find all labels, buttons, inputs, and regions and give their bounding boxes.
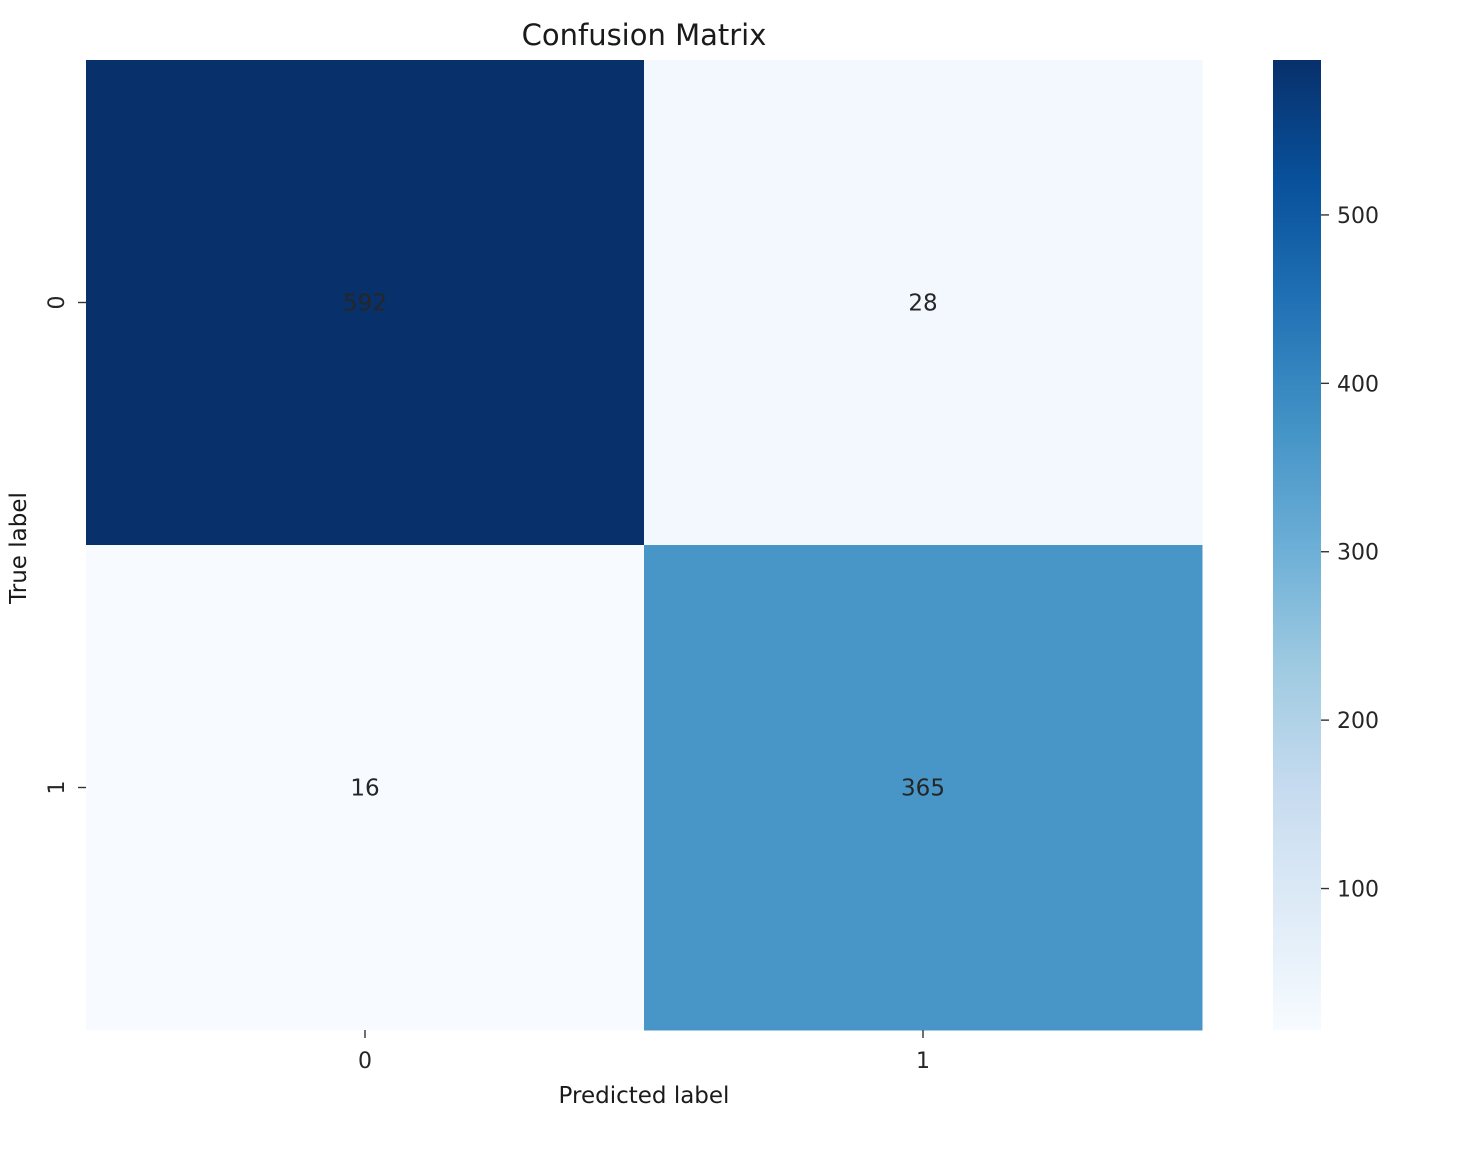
y-axis-label: True label (6, 492, 32, 605)
cell-value-label: 28 (908, 291, 937, 317)
x-tick-label: 1 (916, 1049, 930, 1074)
heatmap-cell (86, 545, 645, 1031)
heatmap-cell (644, 60, 1203, 546)
colorbar-tick-label: 500 (1337, 204, 1379, 229)
colorbar-gradient (1273, 60, 1321, 1030)
colorbar: 100 200 300 400 500 (1273, 60, 1379, 1030)
x-axis-label: Predicted label (559, 1083, 730, 1109)
cell-value-label: 16 (350, 776, 379, 802)
colorbar-tick-label: 200 (1337, 709, 1379, 734)
heatmap-cells: 592 28 16 365 (86, 60, 1203, 1031)
colorbar-tick-label: 400 (1337, 372, 1379, 397)
x-tick-label: 0 (358, 1049, 372, 1074)
y-axis: 01 (45, 296, 86, 795)
heatmap-cell (86, 60, 645, 546)
chart-title: Confusion Matrix (522, 18, 767, 52)
y-tick-label: 0 (45, 296, 70, 310)
heatmap-cell (644, 545, 1203, 1031)
cell-value-label: 592 (343, 291, 387, 317)
y-tick-label: 1 (45, 781, 70, 795)
colorbar-tick-label: 100 (1337, 878, 1379, 903)
cell-value-label: 365 (901, 776, 945, 802)
colorbar-tick-label: 300 (1337, 541, 1379, 566)
